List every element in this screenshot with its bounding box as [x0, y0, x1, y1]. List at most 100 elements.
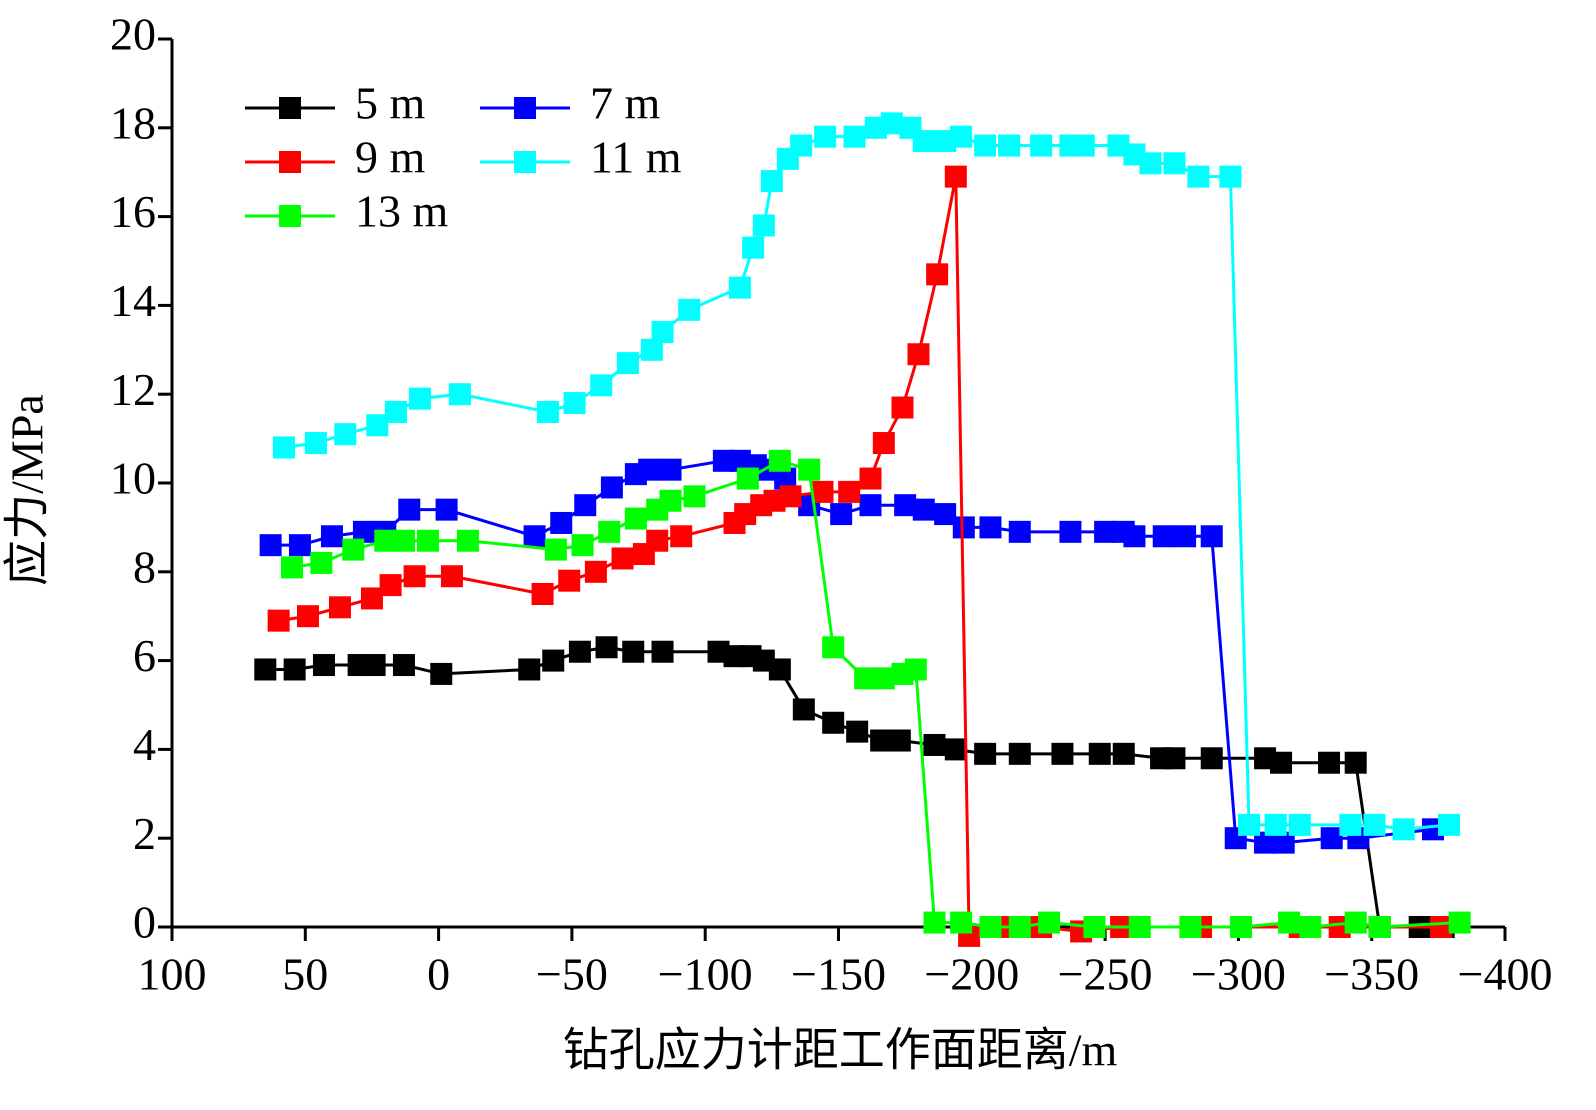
- legend-label: 11 m: [590, 132, 682, 183]
- y-tick-label: 16: [110, 186, 156, 237]
- data-point: [790, 134, 813, 157]
- data-point: [998, 134, 1021, 157]
- x-tick-label: −150: [791, 949, 886, 1000]
- data-point: [822, 711, 845, 734]
- data-point: [574, 494, 597, 517]
- data-point: [448, 383, 471, 406]
- data-point: [779, 485, 802, 508]
- data-point: [811, 480, 834, 503]
- data-point: [398, 498, 421, 521]
- data-point: [1200, 747, 1223, 770]
- data-point: [1270, 751, 1293, 774]
- data-point: [1320, 827, 1343, 850]
- data-point: [670, 525, 693, 548]
- y-tick-label: 12: [110, 364, 156, 415]
- data-point: [1072, 134, 1095, 157]
- x-tick-label: −50: [536, 949, 608, 1000]
- legend-marker: [514, 97, 536, 119]
- data-point: [611, 547, 634, 570]
- data-point: [1238, 813, 1261, 836]
- x-tick-label: −400: [1458, 949, 1553, 1000]
- data-point: [523, 525, 546, 548]
- data-point: [891, 396, 914, 419]
- data-point: [760, 170, 783, 193]
- data-point: [624, 507, 647, 530]
- data-point: [646, 529, 669, 552]
- data-point: [1448, 911, 1471, 934]
- data-point: [558, 569, 581, 592]
- data-point: [518, 658, 541, 681]
- data-point: [342, 538, 365, 561]
- data-point: [536, 400, 559, 423]
- data-point: [600, 476, 623, 499]
- data-point: [859, 494, 882, 517]
- data-point: [822, 636, 845, 659]
- data-point: [1174, 525, 1197, 548]
- data-point: [742, 236, 765, 259]
- x-tick-label: 100: [138, 949, 207, 1000]
- data-point: [584, 560, 607, 583]
- data-point: [542, 649, 565, 672]
- data-point: [1152, 525, 1175, 548]
- data-point: [736, 467, 759, 490]
- data-point: [870, 729, 893, 752]
- data-point: [598, 520, 621, 543]
- data-point: [792, 698, 815, 721]
- data-point: [1344, 751, 1367, 774]
- data-point: [638, 458, 661, 481]
- data-point: [974, 134, 997, 157]
- data-point: [859, 467, 882, 490]
- data-point: [456, 529, 479, 552]
- data-point: [872, 667, 895, 690]
- data-point: [435, 498, 458, 521]
- data-point: [1368, 916, 1391, 938]
- legend-marker: [279, 151, 301, 173]
- y-tick-label: 8: [133, 541, 156, 592]
- data-point: [752, 214, 775, 237]
- data-point: [774, 467, 797, 490]
- data-point: [651, 321, 674, 344]
- data-point: [366, 414, 389, 437]
- data-point: [912, 130, 935, 153]
- legend-marker: [279, 205, 301, 227]
- x-tick-label: −100: [658, 949, 753, 1000]
- data-point: [1438, 813, 1461, 836]
- data-point: [659, 458, 682, 481]
- legend-label: 9 m: [355, 132, 426, 183]
- data-point: [568, 640, 591, 663]
- data-point: [1187, 165, 1210, 188]
- data-point: [267, 609, 290, 632]
- data-point: [571, 534, 594, 557]
- data-point: [352, 520, 375, 543]
- data-point: [1219, 165, 1242, 188]
- data-point: [1363, 813, 1386, 836]
- data-point: [408, 387, 431, 410]
- data-point: [363, 654, 386, 677]
- data-point: [440, 565, 463, 588]
- x-tick-label: −300: [1191, 949, 1286, 1000]
- data-point: [312, 654, 335, 677]
- data-point: [616, 352, 639, 375]
- y-tick-label: 20: [110, 9, 156, 60]
- x-tick-label: −200: [924, 949, 1019, 1000]
- data-point: [403, 565, 426, 588]
- y-tick-label: 18: [110, 97, 156, 148]
- data-point: [974, 742, 997, 765]
- data-point: [1278, 911, 1301, 934]
- data-point: [979, 516, 1002, 539]
- data-point: [1200, 525, 1223, 548]
- data-point: [254, 658, 277, 681]
- data-point: [1008, 916, 1031, 938]
- data-point: [622, 640, 645, 663]
- data-point: [288, 534, 311, 557]
- data-point: [1230, 916, 1253, 938]
- data-point: [1163, 152, 1186, 175]
- data-point: [1288, 813, 1311, 836]
- y-tick-label: 6: [133, 630, 156, 681]
- data-point: [678, 298, 701, 321]
- data-point: [544, 538, 567, 561]
- data-point: [360, 587, 383, 610]
- data-point: [838, 480, 861, 503]
- data-point: [1254, 831, 1277, 854]
- data-point: [888, 729, 911, 752]
